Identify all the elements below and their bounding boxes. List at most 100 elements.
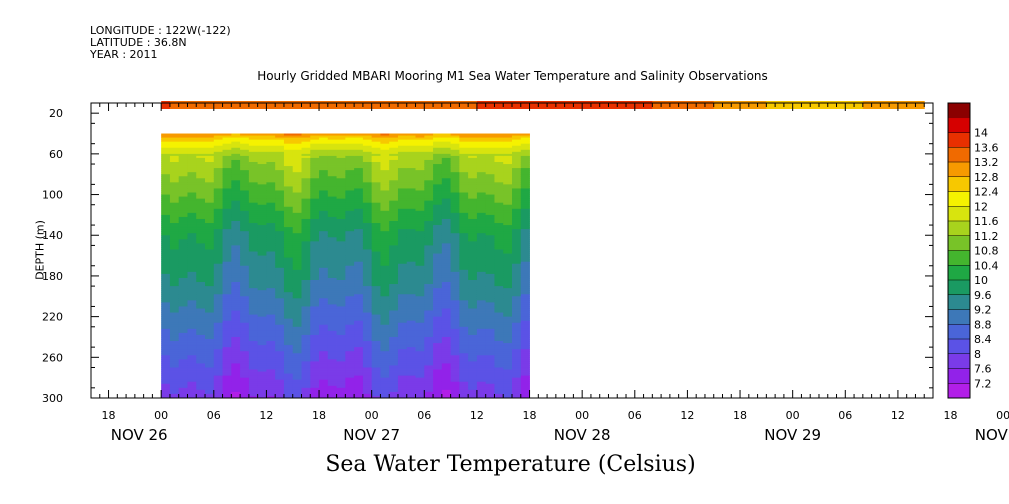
profile-cell [362,221,373,224]
profile-cell [178,359,188,362]
profile-cell [380,385,390,389]
profile-cell [406,218,416,222]
profile-cell [178,363,188,366]
profile-cell [283,145,294,149]
profile-cell [196,367,206,370]
profile-cell [345,339,355,342]
profile-cell [476,237,487,240]
profile-cell [275,365,285,368]
profile-cell [301,159,311,163]
profile-cell [187,192,197,195]
profile-cell [275,249,285,252]
profile-cell [327,357,337,360]
profile-cell [485,212,495,216]
profile-cell [301,324,311,328]
profile-cell [283,157,294,161]
profile-cell [266,308,276,311]
profile-cell [178,159,188,163]
profile-cell [240,153,250,157]
profile-cell [169,269,180,273]
profile-cell [441,271,452,275]
profile-cell [248,172,259,175]
profile-cell [169,379,180,383]
profile-cell [301,223,311,226]
profile-cell [327,145,337,149]
profile-cell [169,341,180,344]
profile-cell [222,162,232,165]
profile-cell [169,196,180,200]
profile-cell [415,186,425,189]
profile-cell [327,210,337,214]
profile-cell [319,149,329,153]
profile-cell [205,357,215,360]
surface-band-cell [810,101,820,109]
profile-cell [275,194,285,197]
profile-cell [213,383,223,387]
profile-cell [231,391,241,395]
profile-cell [371,304,381,307]
profile-cell [222,237,232,240]
profile-cell [415,284,425,287]
profile-cell [397,304,408,307]
profile-cell [415,255,425,259]
surface-band-cell [213,101,224,109]
profile-cell [441,361,452,364]
profile-cell [178,135,188,138]
profile-cell [178,176,188,179]
profile-cell [327,363,337,366]
profile-cell [433,172,443,175]
profile-cell [222,176,232,179]
profile-cell [415,275,425,279]
profile-cell [345,369,355,372]
profile-cell [468,324,478,328]
profile-cell [362,255,373,259]
profile-cell [213,328,223,332]
profile-cell [301,214,311,218]
profile-cell [205,292,215,295]
profile-cell [441,349,452,352]
profile-cell [336,210,346,214]
surface-band-cell [222,101,232,109]
profile-cell [231,371,241,374]
profile-cell [345,231,355,234]
profile-cell [406,192,416,195]
profile-cell [441,253,452,256]
profile-cell [397,133,408,136]
profile-cell [424,200,434,204]
profile-cell [415,310,425,313]
profile-cell [354,166,364,169]
profile-cell [213,194,223,197]
profile-cell [476,357,487,360]
profile-cell [450,296,460,299]
profile-cell [362,330,373,334]
profile-cell [275,133,285,136]
profile-cell [275,371,285,374]
profile-cell [275,261,285,265]
profile-cell [257,206,267,210]
profile-cell [275,218,285,222]
profile-cell [161,286,171,289]
profile-cell [248,320,259,324]
profile-cell [380,202,390,206]
profile-cell [415,282,425,285]
profile-cell [283,310,294,313]
profile-cell [310,245,320,248]
profile-cell [283,391,294,395]
profile-cell [248,367,259,370]
profile-cell [248,355,259,358]
profile-cell [327,227,337,230]
profile-cell [257,137,267,141]
profile-cell [336,288,346,291]
profile-cell [187,176,197,179]
profile-cell [301,164,311,167]
profile-cell [362,178,373,181]
profile-cell [283,393,294,397]
profile-cell [178,355,188,358]
profile-cell [196,334,206,338]
profile-cell [213,251,223,254]
profile-cell [178,341,188,344]
profile-cell [441,212,452,216]
profile-cell [415,147,425,151]
profile-cell [231,153,241,157]
profile-cell [310,233,320,236]
